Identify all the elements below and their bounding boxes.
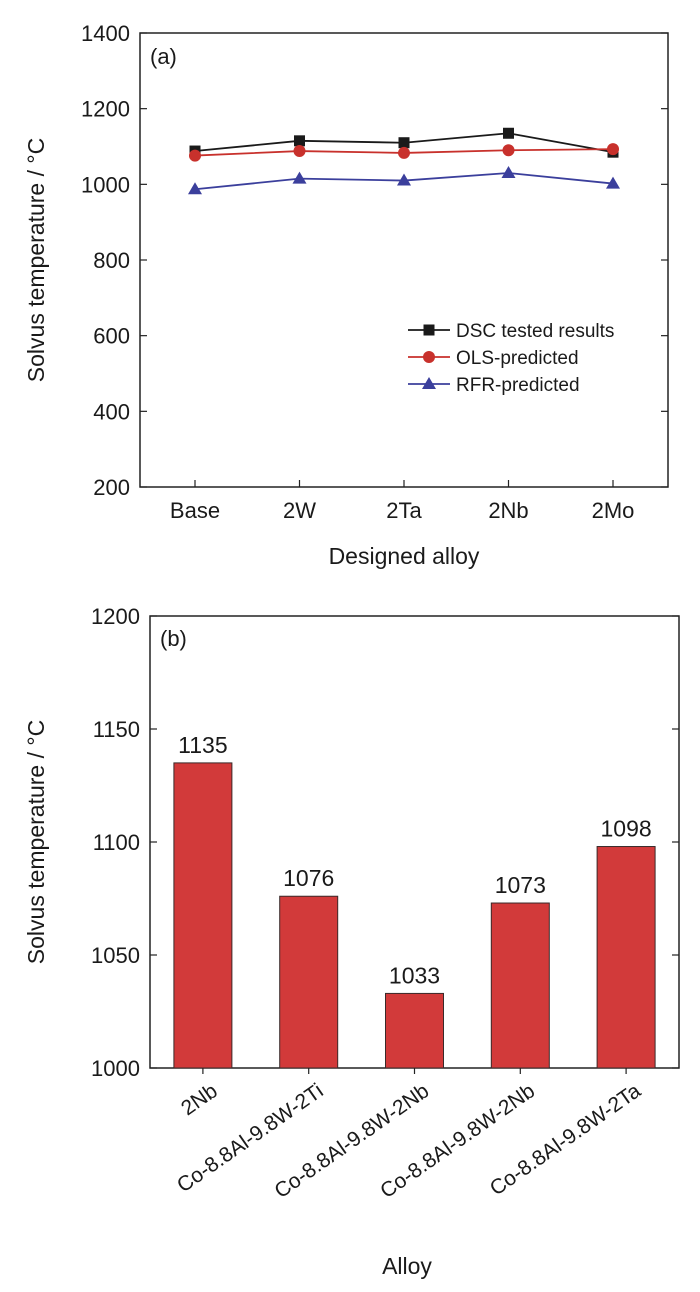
y-tick-label-b: 1050 xyxy=(91,943,140,968)
series-circle xyxy=(189,143,619,162)
y-tick-label-b: 1200 xyxy=(91,604,140,629)
legend-a: DSC tested results OLS-predicted RFR-predi… xyxy=(408,321,614,396)
y-tick-label-a: 1000 xyxy=(81,172,130,197)
legend-entry: OLS-predicted xyxy=(456,348,579,369)
data-point xyxy=(189,149,201,162)
legend-marker xyxy=(422,377,436,389)
legend-marker xyxy=(423,351,435,363)
series-triangle xyxy=(188,165,620,195)
y-axis-a: 200 400 600 800 1000 1200 1400 xyxy=(81,21,668,500)
x-axis-title-b: Alloy xyxy=(382,1253,432,1279)
bar xyxy=(490,902,550,1069)
line-chart-panel-a: 200 400 600 800 1000 1200 1400 Base 2W 2Ta 2Nb 2Mo… xyxy=(23,21,669,569)
x-axis-b: 2NbCo-8.8Al-9.8W-2TiCo-8.8Al-9.8W-2NbCo-… xyxy=(173,1068,645,1203)
x-tick-label-a: 2W xyxy=(283,498,316,523)
data-point xyxy=(397,173,411,186)
x-tick-label-a: 2Nb xyxy=(488,498,528,523)
y-tick-label-b: 1150 xyxy=(93,717,140,742)
data-point xyxy=(607,143,619,156)
bar-value-label: 1135 xyxy=(178,732,227,758)
legend-marker xyxy=(423,324,435,336)
data-point xyxy=(501,165,516,178)
y-tick-label-a: 200 xyxy=(93,475,130,500)
bar xyxy=(279,895,339,1069)
y-tick-label-b: 1100 xyxy=(93,830,140,855)
data-point xyxy=(293,145,306,158)
x-axis-a: Base 2W 2Ta 2Nb 2Mo xyxy=(170,480,634,523)
legend-entry: DSC tested results xyxy=(456,321,614,342)
y-tick-label-a: 800 xyxy=(93,248,130,273)
bar xyxy=(596,846,656,1069)
y-axis-title-b: Solvus temperature / °C xyxy=(23,720,49,964)
x-axis-title-a: Designed alloy xyxy=(329,543,480,569)
panel-label-a: (a) xyxy=(150,44,177,69)
y-tick-label-a: 1400 xyxy=(81,21,130,46)
x-tick-label-a: 2Mo xyxy=(592,498,635,523)
bar-value-label: 1076 xyxy=(283,865,334,891)
plot-frame-a xyxy=(139,32,669,488)
data-point xyxy=(398,146,410,159)
x-tick-label-a: Base xyxy=(170,498,220,523)
bar-value-label: 1098 xyxy=(601,816,652,842)
bar xyxy=(173,762,233,1069)
bar-chart-panel-b: 1000 1050 1100 1150 1200 1135 1076 1033 1073 109… xyxy=(23,604,680,1279)
data-point xyxy=(606,176,620,189)
y-tick-label-a: 600 xyxy=(93,324,130,349)
y-tick-label-b: 1000 xyxy=(91,1056,140,1081)
data-point xyxy=(398,137,410,149)
x-tick-label-b: 2Nb xyxy=(177,1079,222,1120)
data-point xyxy=(503,127,514,139)
bars-layer-b: 1135 1076 1033 1073 1098 xyxy=(173,732,656,1069)
data-point xyxy=(502,144,515,157)
y-axis-b: 1000 1050 1100 1150 1200 xyxy=(91,604,679,1081)
data-point xyxy=(188,182,202,195)
panel-label-b: (b) xyxy=(160,626,187,651)
bar xyxy=(385,992,444,1069)
data-point xyxy=(294,135,305,147)
y-axis-title-a: Solvus temperature / °C xyxy=(23,138,49,382)
bar-value-label: 1033 xyxy=(389,962,440,988)
legend-entry: RFR-predicted xyxy=(456,375,580,396)
data-point xyxy=(292,171,307,184)
x-tick-label-a: 2Ta xyxy=(386,498,422,523)
bar-value-label: 1073 xyxy=(495,872,546,898)
series-layer-a xyxy=(188,127,620,195)
y-tick-label-a: 1200 xyxy=(81,97,130,122)
y-tick-label-a: 400 xyxy=(93,399,130,424)
